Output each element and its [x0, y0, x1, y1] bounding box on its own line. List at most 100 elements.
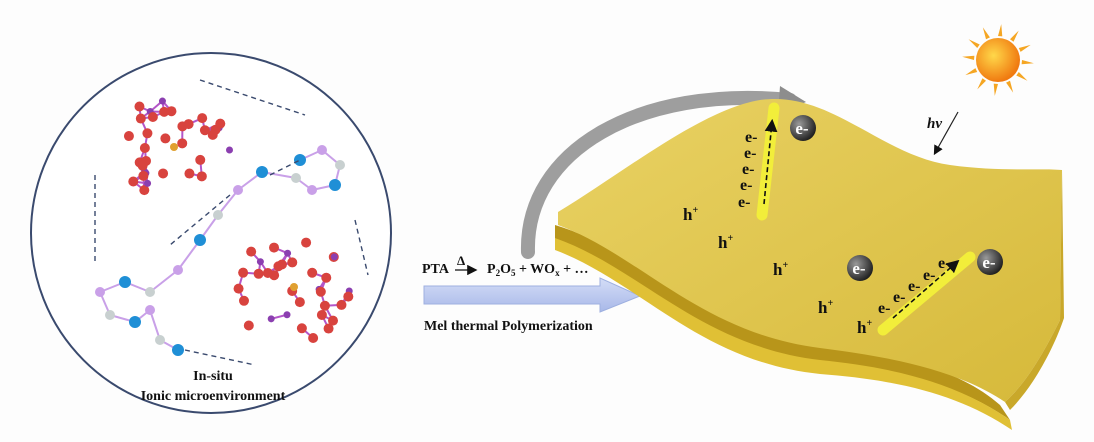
microenvironment-circle	[30, 52, 392, 414]
oxygen-atom	[128, 176, 139, 187]
carbon-atom	[213, 210, 223, 220]
oxygen-atom	[243, 320, 254, 331]
sheet-lower-layer	[555, 225, 1010, 420]
reactant-label: PTA	[422, 262, 450, 277]
oxygen-atom	[238, 267, 249, 278]
carbon-atom	[155, 335, 165, 345]
sun-ray	[998, 24, 1003, 37]
oxygen-atom	[184, 168, 195, 179]
hole-label: h+	[718, 233, 733, 252]
nitrogen-atom	[329, 179, 341, 191]
oxygen-atom	[137, 160, 148, 171]
oxygen-atom	[273, 261, 284, 272]
hole-label: h+	[818, 298, 833, 317]
electron-label: e-	[744, 145, 756, 162]
sun-ray	[1006, 80, 1014, 93]
carbon-nitride-sheet	[558, 98, 1062, 402]
oxygen-atom	[199, 125, 210, 136]
process-label: Mel thermal Polymerization	[424, 319, 593, 334]
oxygen-atom	[294, 297, 305, 308]
oxygen-atom	[207, 129, 218, 140]
sun-ray	[962, 55, 975, 60]
bond	[149, 309, 161, 341]
oxygen-atom	[308, 332, 319, 343]
oxygen-atom	[197, 113, 208, 124]
sun-ray	[993, 83, 998, 96]
carbon-atom	[291, 173, 301, 183]
electron-path-arrow-top	[763, 118, 778, 205]
oxygen-atom	[160, 133, 171, 144]
oxygen-atom	[196, 171, 207, 182]
carbon-atom	[173, 265, 183, 275]
phosphorus-tungsten-atom	[225, 146, 233, 154]
carbon-atom	[145, 305, 155, 315]
curved-transfer-arrow	[520, 90, 797, 259]
electron-sphere-label: e-	[982, 253, 996, 272]
oxygen-atom	[319, 300, 330, 311]
phosphorus-tungsten-atom	[144, 179, 152, 187]
sheet-bottom-edge	[555, 238, 1012, 430]
carbon-atom	[335, 160, 345, 170]
electron-label: e-	[878, 300, 890, 317]
oxygen-atom	[177, 138, 188, 149]
sheet-side-edge	[1005, 170, 1064, 410]
sun-ray	[965, 68, 978, 76]
oxygen-atom	[321, 272, 332, 283]
oxygen-atom	[253, 268, 264, 279]
electron-label: e-	[893, 289, 905, 306]
oxygen-atom	[139, 143, 150, 154]
carbon-atom	[95, 287, 105, 297]
light-label: hv	[927, 116, 942, 132]
electron-sphere	[847, 255, 873, 281]
oxygen-atom	[246, 246, 257, 257]
oxygen-atom	[215, 118, 226, 129]
carbon-atom	[105, 310, 115, 320]
central-atom	[290, 283, 298, 291]
bond	[177, 239, 201, 271]
nitrogen-atom	[256, 166, 268, 178]
oxygen-atom	[301, 237, 312, 248]
products-label: P2O5 + WOx + …	[487, 262, 589, 278]
oxygen-atom	[262, 268, 273, 279]
hydrogen-bond	[199, 79, 306, 116]
sun-ray	[982, 27, 990, 40]
molecular-structure	[94, 79, 369, 366]
oxygen-atom	[238, 295, 249, 306]
electron-sphere	[790, 115, 816, 141]
oxygen-atom	[287, 257, 298, 268]
oxygen-atom	[159, 106, 170, 117]
oxygen-atom	[343, 291, 354, 302]
sun-ray	[1010, 30, 1019, 42]
light-arrow	[933, 111, 959, 156]
nitrogen-atom	[294, 154, 306, 166]
nitrogen-atom	[172, 344, 184, 356]
nitrogen-atom	[119, 276, 131, 288]
oxygen-atom	[336, 299, 347, 310]
oxygen-atom	[135, 113, 146, 124]
oxygen-atom	[296, 323, 307, 334]
caption-in-situ: In-situ	[193, 369, 233, 384]
oxygen-atom	[315, 286, 326, 297]
sun-disc	[976, 38, 1020, 82]
oxygen-atom	[123, 131, 134, 142]
oxygen-atom	[233, 283, 244, 294]
heat-symbol: Δ	[457, 253, 465, 268]
phosphorus-tungsten-atom	[284, 249, 292, 257]
electron-sphere-label: e-	[852, 259, 866, 278]
phosphorus-tungsten-atom	[330, 253, 338, 261]
electron-label: e-	[738, 194, 750, 211]
phosphorus-tungsten-atom	[256, 258, 264, 266]
oxygen-atom	[183, 119, 194, 130]
hydrogen-bond	[269, 159, 301, 176]
phosphorus-tungsten-atom	[158, 97, 166, 105]
sun-icon	[962, 24, 1034, 96]
caption-ionic-microenvironment: Ionic microenvironment	[141, 389, 286, 404]
oxygen-atom	[323, 323, 334, 334]
bond	[217, 189, 239, 216]
carbon-atom	[233, 185, 243, 195]
oxygen-atom	[316, 309, 327, 320]
electron-label: e-	[740, 177, 752, 194]
hole-label: h+	[773, 260, 788, 279]
